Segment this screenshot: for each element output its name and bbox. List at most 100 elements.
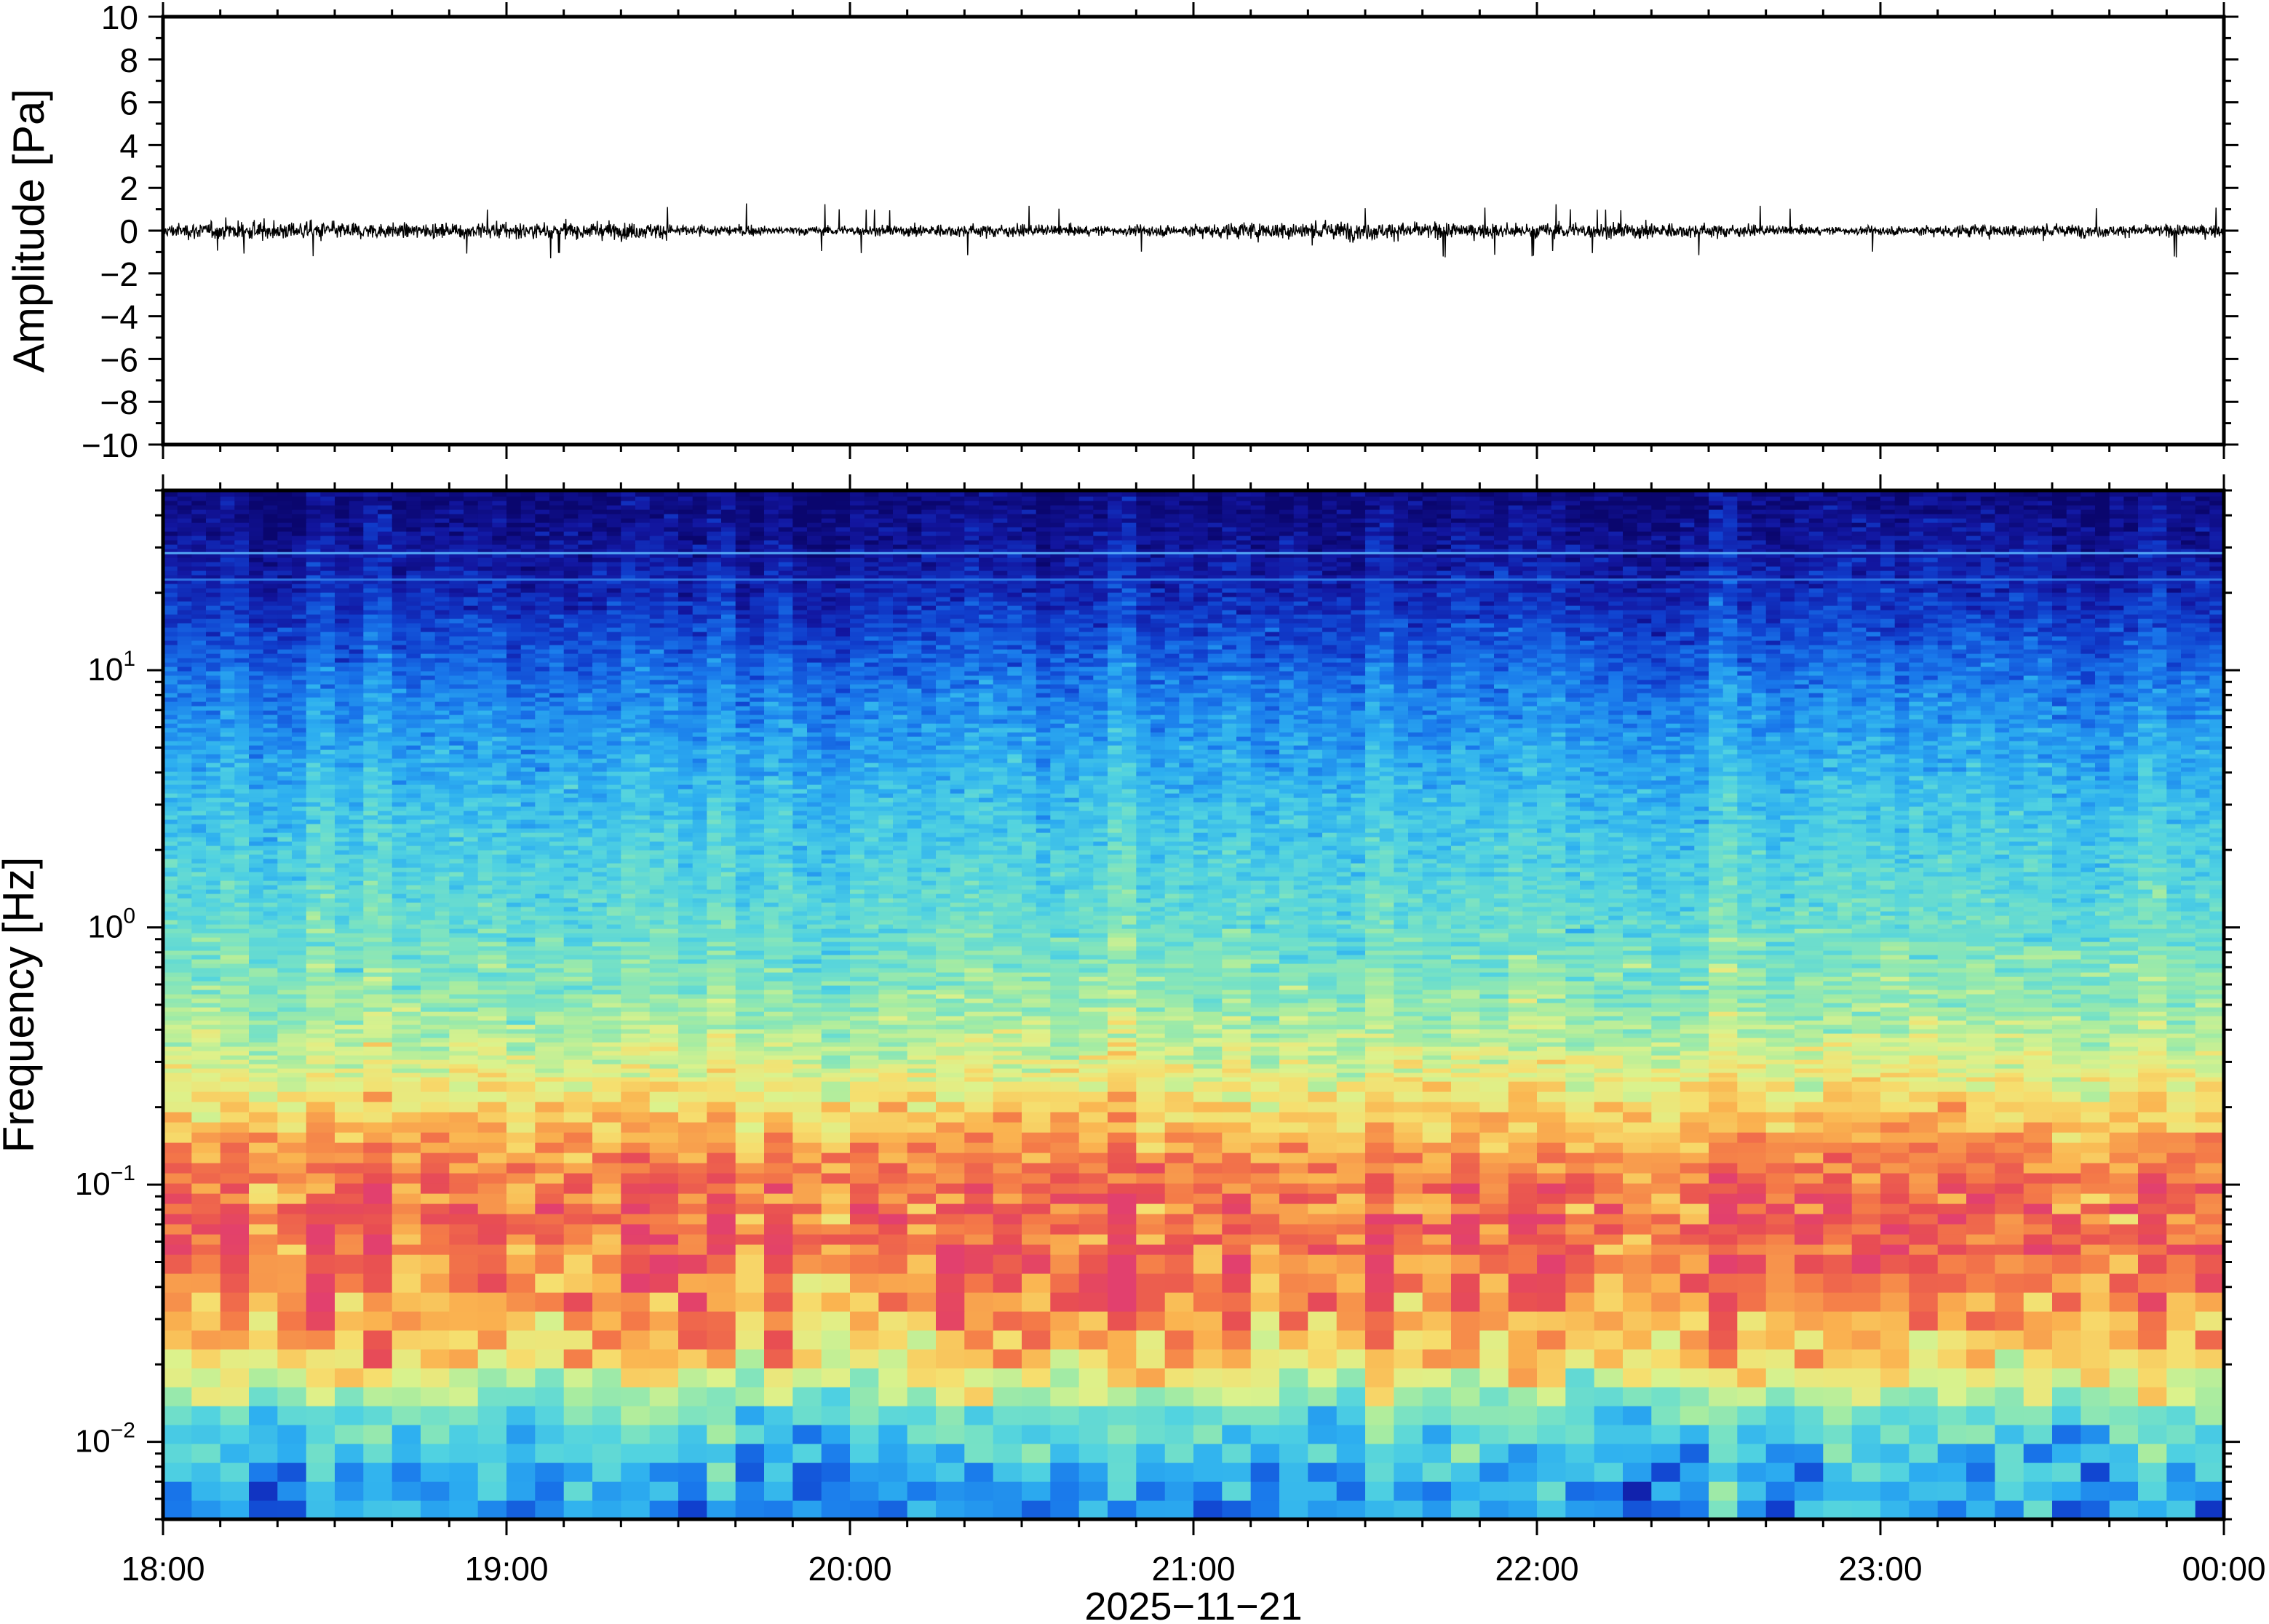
spectrogram-cell — [1394, 1029, 1423, 1034]
spectrogram-cell — [249, 924, 264, 929]
spectrogram-cell — [1222, 1387, 1252, 1406]
spectrogram-cell — [1308, 959, 1338, 964]
spectrogram-cell — [1136, 1064, 1166, 1069]
spectrogram-cell — [1937, 998, 1967, 1003]
spectrogram-cell — [2081, 1016, 2110, 1021]
spectrogram-cell — [277, 1016, 307, 1021]
spectrogram-cell — [764, 972, 794, 977]
spectrogram-cell — [1222, 1203, 1252, 1214]
spectrogram-cell — [1651, 1368, 1681, 1388]
spectrogram-cell — [1851, 1020, 1881, 1025]
spectrogram-cell — [707, 1016, 736, 1021]
spectrogram-cell — [1394, 985, 1423, 990]
spectrogram-cell — [220, 1330, 250, 1350]
spectrogram-cell — [621, 985, 651, 990]
spectrogram-cell — [1623, 1173, 1653, 1184]
spectrogram-cell — [2195, 1311, 2224, 1331]
spectrogram-cell — [850, 1142, 880, 1153]
spectrogram-cell — [592, 928, 622, 934]
spectrogram-cell — [1508, 1142, 1538, 1153]
spectrogram-cell — [1193, 1007, 1223, 1012]
spectrogram-cell — [535, 928, 565, 934]
spectrogram-cell — [335, 963, 365, 968]
spectrogram-cell — [936, 1091, 966, 1102]
spectrogram-cell — [1479, 1059, 1509, 1064]
spectrogram-cell — [1737, 1183, 1767, 1194]
spectrogram-cell — [2166, 942, 2196, 947]
spectrogram-cell — [764, 942, 794, 947]
spectrogram-cell — [249, 994, 279, 999]
spectrogram-cell — [2109, 1163, 2139, 1174]
spectrogram-cell — [249, 1038, 279, 1043]
spectrogram-cell — [2109, 1224, 2139, 1235]
spectrogram-cell — [249, 1033, 279, 1038]
spectrogram-cell — [335, 1055, 365, 1060]
spectrogram-cell — [163, 1142, 193, 1153]
spectrogram-cell — [964, 1068, 994, 1073]
spectrogram-cell — [1136, 928, 1166, 934]
spectrogram-cell — [821, 1033, 851, 1038]
spectrogram-cell — [735, 1406, 765, 1425]
spectrogram-cell — [936, 1024, 966, 1030]
spectrogram-cell — [477, 1033, 507, 1038]
spectrogram-cell — [878, 1183, 908, 1194]
spectrogram-cell — [1164, 1072, 1194, 1078]
spectrogram-cell — [1022, 968, 1052, 973]
spectrogram-cell — [335, 976, 365, 982]
spectrogram-cell — [1709, 1055, 1738, 1060]
spectrogram-cell — [993, 1007, 1022, 1012]
spectrogram-cell — [1680, 1081, 1709, 1092]
spectrogram-cell — [535, 1163, 565, 1174]
spectrogram-cell — [506, 1481, 536, 1501]
spectrogram-cell — [2023, 1163, 2053, 1174]
spectrogram-cell — [1308, 1046, 1338, 1051]
spectrogram-cell — [678, 1273, 708, 1293]
spectrogram-cell — [1995, 1173, 2024, 1184]
spectrogram-cell — [792, 1224, 822, 1235]
spectrogram-cell — [520, 924, 536, 929]
spectrogram-cell — [1422, 1311, 1452, 1331]
spectrogram-cell — [421, 1406, 450, 1425]
spectrogram-cell — [563, 950, 593, 955]
spectrogram-cell — [1937, 955, 1967, 960]
spectrogram-cell — [1508, 1311, 1538, 1331]
spectrogram-cell — [2138, 1203, 2168, 1214]
spectrogram-cell — [2023, 928, 2053, 934]
spectrogram-cell — [1565, 1406, 1595, 1425]
spectrogram-cell — [1537, 1444, 1567, 1463]
spectrogram-cell — [1909, 950, 1939, 955]
spectrogram-cell — [2138, 1311, 2168, 1331]
spectrogram-cell — [964, 990, 994, 995]
spectrogram-cell — [993, 1153, 1022, 1163]
spectrogram-cell — [1565, 1214, 1595, 1225]
spectrogram-cell — [1308, 1224, 1338, 1235]
spectrogram-cell — [2138, 1102, 2168, 1112]
spectrogram-cell — [936, 1055, 966, 1060]
spectrogram-cell — [1623, 1349, 1653, 1369]
spectrogram-cell — [563, 1214, 593, 1225]
spectrogram-cell — [907, 1244, 937, 1255]
spectrogram-cell — [1108, 990, 1137, 995]
spectrogram-cell — [707, 1330, 736, 1350]
spectrogram-cell — [492, 924, 507, 929]
spectrogram-cell — [964, 955, 994, 960]
spectrogram-cell — [764, 1059, 794, 1064]
spectrogram-cell — [1250, 1132, 1280, 1143]
spectrogram-cell — [936, 1153, 966, 1163]
spectrogram-cell — [249, 1311, 279, 1331]
spectrogram-cell — [2023, 1444, 2053, 1463]
spectrogram-cell — [621, 955, 651, 960]
spectrogram-cell — [850, 1077, 880, 1082]
spectrogram-cell — [1565, 928, 1595, 934]
spectrogram-cell — [821, 1214, 851, 1225]
spectrogram-cell — [1222, 994, 1252, 999]
spectrogram-cell — [1709, 1183, 1738, 1194]
spectrogram-cell — [649, 1122, 679, 1133]
spectrogram-cell — [792, 1064, 822, 1069]
spectrogram-cell — [421, 1234, 450, 1245]
spectrogram-cell — [1451, 1163, 1481, 1174]
spectrogram-cell — [506, 963, 536, 968]
spectrogram-cell — [2166, 959, 2196, 964]
spectrogram-cell — [1136, 1500, 1166, 1519]
spectrogram-cell — [878, 1068, 908, 1073]
